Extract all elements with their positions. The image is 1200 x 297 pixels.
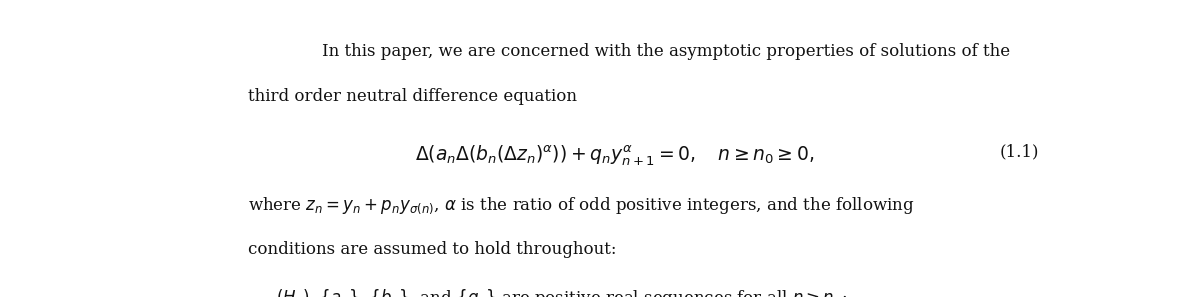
Text: $(H_1)$  $\{a_n\}$, $\{b_n\}$, and $\{q_n\}$ are positive real sequences for all: $(H_1)$ $\{a_n\}$, $\{b_n\}$, and $\{q_n… [276, 287, 847, 297]
Text: In this paper, we are concerned with the asymptotic properties of solutions of t: In this paper, we are concerned with the… [322, 42, 1010, 59]
Text: third order neutral difference equation: third order neutral difference equation [247, 88, 577, 105]
Text: where $z_n = y_n + p_n y_{\sigma(n)}$, $\alpha$ is the ratio of odd positive int: where $z_n = y_n + p_n y_{\sigma(n)}$, $… [247, 196, 914, 216]
Text: (1.1): (1.1) [1000, 143, 1039, 160]
Text: $\Delta(a_n\Delta(b_n(\Delta z_n)^{\alpha}))+q_ny^{\alpha}_{n+1}=0, \quad n\geq : $\Delta(a_n\Delta(b_n(\Delta z_n)^{\alph… [415, 143, 815, 168]
Text: conditions are assumed to hold throughout:: conditions are assumed to hold throughou… [247, 241, 616, 258]
